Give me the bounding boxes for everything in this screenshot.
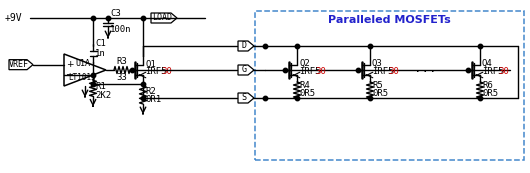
Text: 1n: 1n [95,48,106,57]
Text: G: G [242,66,246,75]
Text: 0R5: 0R5 [482,89,498,98]
Text: VREF: VREF [9,60,29,69]
Text: Q3: Q3 [372,58,383,67]
Text: 30: 30 [161,67,172,76]
Text: R2: R2 [145,86,156,95]
Text: Q2: Q2 [299,58,310,67]
Text: LOAD: LOAD [152,13,172,22]
Text: 0R1: 0R1 [145,94,161,103]
Text: +: + [66,60,74,69]
Text: 30: 30 [315,66,326,75]
Text: 33: 33 [117,74,127,83]
Text: IRF5: IRF5 [145,67,166,76]
Text: −: − [66,70,74,80]
Text: 0R5: 0R5 [299,89,315,98]
Text: IRF5: IRF5 [299,66,321,75]
Text: R3: R3 [117,57,127,66]
Text: R4: R4 [299,80,310,89]
Text: IRF5: IRF5 [372,66,393,75]
Text: 30: 30 [388,66,399,75]
Text: S: S [242,93,246,102]
Text: R6: R6 [482,80,493,89]
Text: C3: C3 [110,10,121,19]
Text: +9V: +9V [5,13,23,23]
Text: C1: C1 [95,39,106,48]
Text: 0R5: 0R5 [372,89,388,98]
Text: 2K2: 2K2 [95,91,111,100]
Text: R5: R5 [372,80,383,89]
Text: 100n: 100n [110,25,131,34]
Text: R1: R1 [95,82,106,91]
Text: ...: ... [414,62,436,75]
Text: 30: 30 [498,66,509,75]
Text: Q1: Q1 [145,60,156,69]
Text: D: D [242,42,246,51]
Text: Paralleled MOSFETs: Paralleled MOSFETs [328,15,451,25]
Text: Q4: Q4 [482,58,493,67]
Text: IRF5: IRF5 [482,66,504,75]
Text: LT1013: LT1013 [68,72,96,81]
Text: U1A: U1A [75,60,91,69]
